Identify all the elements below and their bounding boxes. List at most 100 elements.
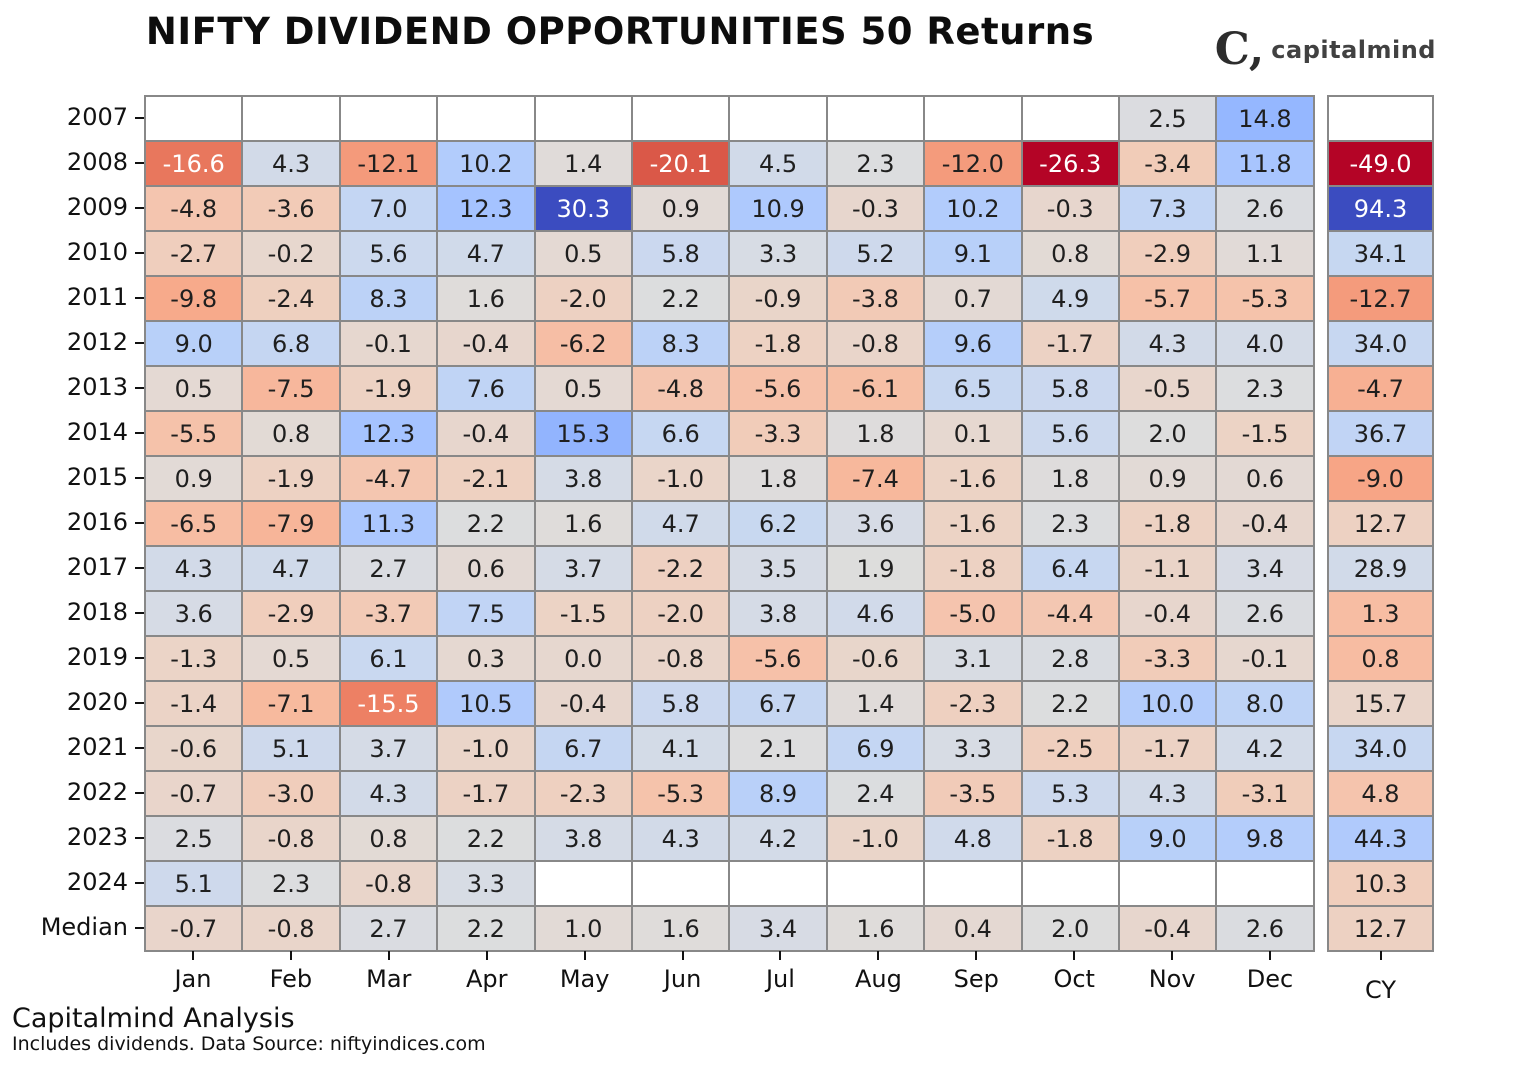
heatmap-cell-2015-Nov: 0.9 <box>1119 457 1216 500</box>
x-axis-tick <box>975 951 978 960</box>
heatmap-cell-2021-Oct: -2.5 <box>1022 727 1118 770</box>
heatmap-cell-2010-Feb: -0.2 <box>243 232 339 275</box>
heatmap-cell-2010-Oct: 0.8 <box>1022 232 1118 275</box>
y-axis-tick <box>135 206 144 209</box>
heatmap-cell-2011-Jun: 2.2 <box>632 277 729 320</box>
heatmap-cell-2024-May <box>535 862 631 905</box>
heatmap-cell-2016-Mar: 11.3 <box>340 502 437 545</box>
y-axis-tick <box>135 116 144 119</box>
heatmap-cell-2008-Sep: -12.0 <box>925 142 1021 185</box>
heatmap-cell-2018-Aug: 4.6 <box>827 592 924 635</box>
analysis-credit: Capitalmind Analysis <box>12 1003 295 1034</box>
y-axis-tick <box>135 476 144 479</box>
heatmap-cell-Median-Mar: 2.7 <box>340 907 437 950</box>
heatmap-cell-2020-Nov: 10.0 <box>1119 682 1216 725</box>
heatmap-cell-2019-Dec: -0.1 <box>1217 637 1313 680</box>
heatmap-cell-2008-Dec: 11.8 <box>1217 142 1313 185</box>
heatmap-cell-2022-Oct: 5.3 <box>1022 772 1118 815</box>
heatmap-cell-2011-Nov: -5.7 <box>1119 277 1216 320</box>
heatmap-cell-2020-Apr: 10.5 <box>438 682 534 725</box>
heatmap-cell-2017-Jan: 4.3 <box>146 547 242 590</box>
heatmap-cell-2010-Aug: 5.2 <box>827 232 924 275</box>
heatmap-cell-2009-Sep: 10.2 <box>925 187 1021 230</box>
month-label-Feb: Feb <box>269 965 313 993</box>
y-axis-tick <box>135 386 144 389</box>
y-axis-tick <box>135 881 144 884</box>
heatmap-cell-2020-Feb: -7.1 <box>243 682 339 725</box>
heatmap-cell-2013-May: 0.5 <box>535 367 631 410</box>
heatmap-cell-2013-Jan: 0.5 <box>146 367 242 410</box>
y-axis-tick <box>135 431 144 434</box>
heatmap-cell-2014-Sep: 0.1 <box>925 412 1021 455</box>
heatmap-cell-2022-Jul: 8.9 <box>730 772 826 815</box>
heatmap-cell-2014-Jul: -3.3 <box>730 412 826 455</box>
cy-axis-label: CY <box>1365 976 1396 1004</box>
heatmap-cell-2023-Aug: -1.0 <box>827 817 924 860</box>
year-label-2015: 2015 <box>66 463 128 491</box>
heatmap-cell-2017-Dec: 3.4 <box>1217 547 1313 590</box>
heatmap-cell-2022-Nov: 4.3 <box>1119 772 1216 815</box>
heatmap-cell-2023-Oct: -1.8 <box>1022 817 1118 860</box>
heatmap-cell-2009-Oct: -0.3 <box>1022 187 1118 230</box>
heatmap-cell-2009-Jan: -4.8 <box>146 187 242 230</box>
heatmap-cell-2010-Mar: 5.6 <box>340 232 437 275</box>
heatmap-cell-2009-Nov: 7.3 <box>1119 187 1216 230</box>
heatmap-cell-2020-Jul: 6.7 <box>730 682 826 725</box>
heatmap-cell-2017-Nov: -1.1 <box>1119 547 1216 590</box>
heatmap-cell-2012-Feb: 6.8 <box>243 322 339 365</box>
month-label-Jan: Jan <box>174 965 212 993</box>
x-axis-tick <box>485 951 488 960</box>
x-axis-tick <box>1269 951 1272 960</box>
heatmap-cell-2018-Apr: 7.5 <box>438 592 534 635</box>
year-label-2009: 2009 <box>66 193 128 221</box>
heatmap-cell-2017-Feb: 4.7 <box>243 547 339 590</box>
heatmap-cell-Median-Jul: 3.4 <box>730 907 826 950</box>
heatmap-cell-2009-Jul: 10.9 <box>730 187 826 230</box>
heatmap-cell-Median-Dec: 2.6 <box>1217 907 1313 950</box>
heatmap-cell-2019-May: 0.0 <box>535 637 631 680</box>
heatmap-cell-2021-Apr: -1.0 <box>438 727 534 770</box>
heatmap-cell-2023-Sep: 4.8 <box>925 817 1021 860</box>
heatmap-cell-2020-Sep: -2.3 <box>925 682 1021 725</box>
y-axis-tick <box>135 791 144 794</box>
heatmap-cell-2007-CY <box>1329 97 1432 140</box>
heatmap-cell-Median-Feb: -0.8 <box>243 907 339 950</box>
heatmap-cell-2018-Dec: 2.6 <box>1217 592 1313 635</box>
heatmap-cell-2019-Jul: -5.6 <box>730 637 826 680</box>
heatmap-cell-2024-Feb: 2.3 <box>243 862 339 905</box>
heatmap-cell-2009-Apr: 12.3 <box>438 187 534 230</box>
heatmap-cell-2007-Jan <box>146 97 242 140</box>
heatmap-cell-2017-Aug: 1.9 <box>827 547 924 590</box>
heatmap-cell-2020-Jun: 5.8 <box>632 682 729 725</box>
heatmap-cell-2018-May: -1.5 <box>535 592 631 635</box>
month-label-Dec: Dec <box>1246 965 1294 993</box>
heatmap-cell-2007-Sep <box>925 97 1021 140</box>
heatmap-cell-2022-May: -2.3 <box>535 772 631 815</box>
month-label-Apr: Apr <box>465 965 508 993</box>
year-label-2021: 2021 <box>66 733 128 761</box>
year-label-2023: 2023 <box>66 823 128 851</box>
heatmap-cell-2010-Nov: -2.9 <box>1119 232 1216 275</box>
heatmap-cell-2024-Apr: 3.3 <box>438 862 534 905</box>
heatmap-cell-2023-Jan: 2.5 <box>146 817 242 860</box>
heatmap-cell-2010-Jun: 5.8 <box>632 232 729 275</box>
heatmap-cell-2010-Jul: 3.3 <box>730 232 826 275</box>
heatmap-cell-2012-CY: 34.0 <box>1329 322 1432 365</box>
heatmap-cell-2024-Aug <box>827 862 924 905</box>
year-label-2013: 2013 <box>66 373 128 401</box>
heatmap-cell-2017-Jul: 3.5 <box>730 547 826 590</box>
heatmap-cell-2016-Oct: 2.3 <box>1022 502 1118 545</box>
year-label-2024: 2024 <box>66 868 128 896</box>
x-axis-tick <box>681 951 684 960</box>
heatmap-cell-2024-Jan: 5.1 <box>146 862 242 905</box>
heatmap-cell-2021-Nov: -1.7 <box>1119 727 1216 770</box>
year-label-2014: 2014 <box>66 418 128 446</box>
heatmap-cell-2024-Dec <box>1217 862 1313 905</box>
heatmap-cell-Median-Oct: 2.0 <box>1022 907 1118 950</box>
heatmap-cell-Median-Jun: 1.6 <box>632 907 729 950</box>
heatmap-cell-2013-Jun: -4.8 <box>632 367 729 410</box>
heatmap-cell-2017-Apr: 0.6 <box>438 547 534 590</box>
heatmap-cell-2015-Oct: 1.8 <box>1022 457 1118 500</box>
x-axis-tick <box>387 951 390 960</box>
heatmap-cell-2011-Mar: 8.3 <box>340 277 437 320</box>
